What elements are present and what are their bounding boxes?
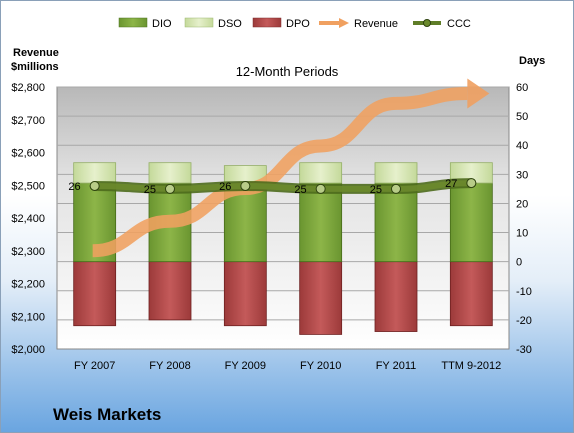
ccc-point-5 [466, 178, 477, 189]
bar-dpo-1 [148, 261, 192, 321]
x-axis-label-2: FY 2009 [225, 360, 266, 372]
left-axis-title-line2: $millions [11, 61, 59, 73]
x-axis-label-0: FY 2007 [74, 360, 115, 372]
ccc-point-4 [391, 183, 401, 194]
bar-dso-1 [148, 162, 192, 184]
legend-label-dio: DIO [152, 18, 172, 30]
bar-dso-3 [299, 162, 343, 184]
legend-label-ccc: CCC [447, 18, 471, 30]
legend-swatch-dio [118, 17, 148, 28]
legend-label-dpo: DPO [286, 18, 310, 30]
revenue-arrow-layer [92, 78, 490, 258]
x-axis-label-5: TTM 9-2012 [441, 360, 501, 372]
bars-layer [73, 162, 493, 335]
left-axis-tick-5: $2,500 [11, 180, 45, 192]
right-axis-tick-8: 50 [516, 111, 528, 123]
legend: DIO DSO DPO Revenue CCC [118, 17, 471, 30]
left-axis-title-line1: Revenue [13, 47, 59, 59]
left-axis-tick-8: $2,800 [11, 82, 45, 94]
left-axis-tick-4: $2,400 [11, 213, 45, 225]
ccc-line-layer: 26 25 26 25 25 27 [68, 178, 477, 196]
bar-dpo-0 [73, 261, 117, 327]
ccc-point-3 [315, 183, 326, 194]
company-name: Weis Markets [53, 405, 162, 424]
plot-area [56, 86, 510, 350]
bar-dpo-3 [299, 261, 343, 335]
ccc-data-label-2: 26 [219, 181, 231, 193]
chart-title: 12-Month Periods [236, 64, 339, 79]
ccc-data-label-3: 25 [294, 184, 306, 196]
bar-dio-3 [299, 182, 343, 263]
legend-label-revenue: Revenue [354, 18, 398, 30]
left-axis-tick-7: $2,700 [11, 115, 45, 127]
ccc-data-label-0: 26 [68, 181, 80, 193]
right-axis-tick-7: 40 [516, 140, 528, 152]
left-axis-tick-2: $2,200 [11, 279, 45, 291]
revenue-arrowhead [467, 78, 490, 109]
x-axis-label-3: FY 2010 [300, 360, 341, 372]
right-axis-tick-1: -20 [516, 315, 532, 327]
legend-label-dso: DSO [218, 18, 242, 30]
ccc-data-label-1: 25 [144, 184, 156, 196]
right-axis-tick-3: 0 [516, 257, 522, 269]
right-axis-tick-0: -30 [516, 344, 532, 356]
bar-dio-4 [374, 182, 418, 263]
bar-dpo-5 [449, 261, 493, 327]
bar-dpo-4 [374, 261, 418, 332]
left-axis-tick-3: $2,300 [11, 246, 45, 258]
bar-dso-4 [374, 162, 418, 184]
right-axis-tick-4: 10 [516, 228, 528, 240]
legend-revenue-arrowhead [339, 18, 349, 28]
bar-dio-5 [449, 182, 493, 263]
legend-swatch-dpo [252, 17, 282, 28]
x-axis-label-4: FY 2011 [376, 360, 417, 372]
x-axis-label-1: FY 2008 [149, 360, 190, 372]
bar-dpo-2 [223, 261, 267, 327]
axis-labels-layer: $2,000 $2,100 $2,200 $2,300 $2,400 $2,500 $2,6… [11, 82, 532, 372]
right-axis-tick-9: 60 [516, 82, 528, 94]
ccc-data-label-4: 25 [370, 184, 382, 196]
ccc-point-1 [165, 183, 175, 194]
legend-swatch-dso [184, 17, 214, 28]
ccc-data-label-5: 27 [445, 178, 457, 190]
left-axis-tick-1: $2,100 [11, 311, 45, 323]
ccc-line-highlight [91, 180, 475, 192]
right-axis-tick-2: -10 [516, 286, 532, 298]
right-axis-tick-6: 30 [516, 169, 528, 181]
ccc-point-0 [89, 180, 100, 191]
ccc-point-2 [240, 180, 251, 191]
left-axis-tick-0: $2,000 [11, 344, 45, 356]
right-axis-title: Days [519, 55, 545, 67]
right-axis-tick-5: 20 [516, 198, 528, 210]
left-axis-tick-6: $2,600 [11, 148, 45, 160]
legend-swatch-ccc-marker [423, 19, 431, 27]
revenue-arrow-body [92, 87, 468, 258]
